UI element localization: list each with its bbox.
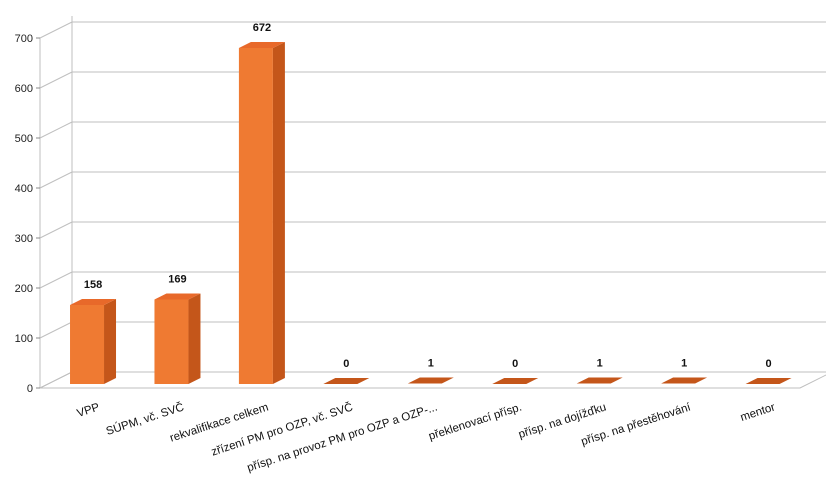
y-tick-label: 200 bbox=[15, 283, 33, 295]
bar-top bbox=[323, 378, 369, 384]
data-label: 0 bbox=[343, 358, 349, 370]
data-label: 158 bbox=[84, 279, 102, 291]
data-label: 1 bbox=[428, 358, 434, 370]
x-tick-label: zřízení PM pro OZP, vč. SVČ bbox=[210, 400, 355, 458]
bar-side bbox=[273, 42, 285, 384]
y-tick-label: 300 bbox=[15, 233, 33, 245]
bar-side bbox=[188, 294, 200, 385]
gridline-side-200 bbox=[40, 272, 72, 288]
bar-7 bbox=[577, 378, 623, 384]
bar-4 bbox=[323, 378, 369, 384]
y-tick-label: 700 bbox=[15, 33, 33, 45]
bar-3 bbox=[239, 42, 285, 384]
bar-8 bbox=[661, 378, 707, 384]
x-tick-label: VPP bbox=[76, 401, 102, 420]
bar-side bbox=[104, 299, 116, 384]
gridline-side-400 bbox=[40, 172, 72, 188]
x-tick-label: překlenovací přísp. bbox=[427, 401, 523, 442]
y-tick-label: 400 bbox=[15, 183, 33, 195]
bar-front bbox=[154, 300, 188, 385]
data-label: 1 bbox=[681, 358, 687, 370]
data-label: 1 bbox=[597, 358, 603, 370]
data-label: 169 bbox=[168, 274, 186, 286]
bar-front bbox=[70, 305, 104, 384]
bar-6 bbox=[492, 378, 538, 384]
bar-front bbox=[239, 48, 273, 384]
x-tick-label: mentor bbox=[739, 401, 777, 424]
y-axis-ticks: 0 100 200 300 400 500 600 700 bbox=[15, 33, 33, 395]
y-tick-label: 600 bbox=[15, 83, 33, 95]
gridline-side-700 bbox=[40, 22, 72, 38]
data-label: 0 bbox=[512, 358, 518, 370]
y-tick-label: 100 bbox=[15, 333, 33, 345]
gridline-side-0 bbox=[40, 372, 72, 388]
gridline-side-300 bbox=[40, 222, 72, 238]
bar-1 bbox=[70, 299, 116, 384]
y-tick-label: 500 bbox=[15, 133, 33, 145]
bar-top bbox=[577, 378, 623, 384]
gridline-side-500 bbox=[40, 122, 72, 138]
bar-5 bbox=[408, 378, 454, 384]
bar-top bbox=[492, 378, 538, 384]
bar-top bbox=[661, 378, 707, 384]
data-label: 0 bbox=[766, 358, 772, 370]
bar-top bbox=[408, 378, 454, 384]
data-label: 672 bbox=[253, 22, 271, 34]
gridline-side-600 bbox=[40, 72, 72, 88]
bar-top bbox=[746, 378, 792, 384]
bar-9 bbox=[746, 378, 792, 384]
bar-2 bbox=[154, 294, 200, 385]
gridline-side-100 bbox=[40, 322, 72, 338]
bars bbox=[70, 42, 792, 384]
y-tick-label: 0 bbox=[27, 383, 33, 395]
